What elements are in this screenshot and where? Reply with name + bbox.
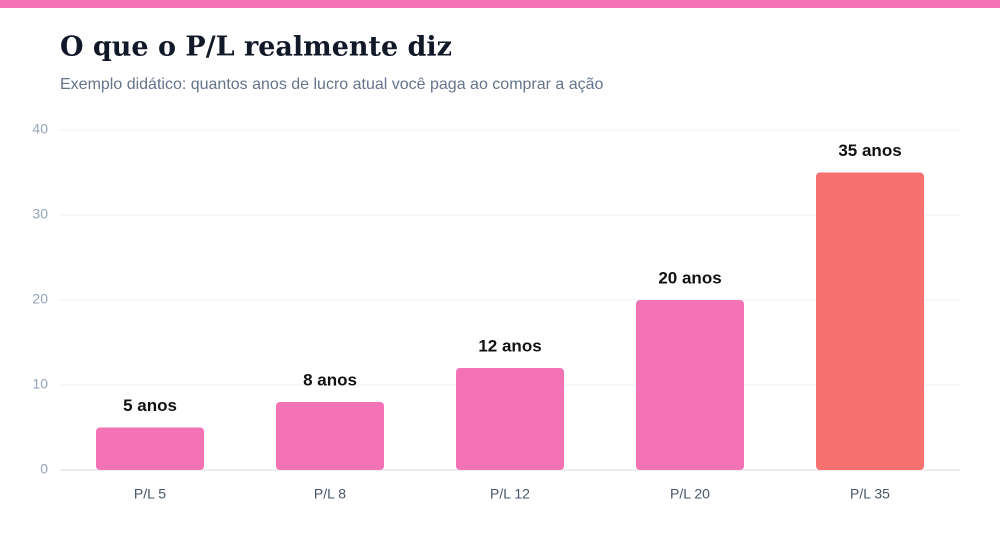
top-accent (0, 0, 1000, 8)
chart-subtitle: Exemplo didático: quantos anos de lucro … (60, 76, 604, 93)
bar (276, 402, 384, 470)
bar (816, 172, 924, 470)
bar (636, 300, 744, 470)
y-tick-label: 0 (40, 461, 48, 477)
bar (456, 368, 564, 470)
y-tick-label: 30 (32, 206, 48, 222)
value-label: 35 anos (838, 141, 901, 160)
y-tick-label: 10 (32, 376, 48, 392)
x-tick-label: P/L 8 (314, 486, 346, 502)
y-tick-label: 20 (32, 291, 48, 307)
x-tick-label: P/L 35 (850, 486, 890, 502)
bar (96, 427, 204, 470)
x-tick-label: P/L 20 (670, 486, 710, 502)
value-label: 5 anos (123, 396, 177, 415)
value-label: 20 anos (658, 268, 721, 287)
x-tick-label: P/L 5 (134, 486, 166, 502)
x-tick-label: P/L 12 (490, 486, 530, 502)
chart-title: O que o P/L realmente diz (60, 32, 452, 63)
value-label: 8 anos (303, 370, 357, 389)
y-tick-label: 40 (32, 121, 48, 137)
value-label: 12 anos (478, 336, 541, 355)
